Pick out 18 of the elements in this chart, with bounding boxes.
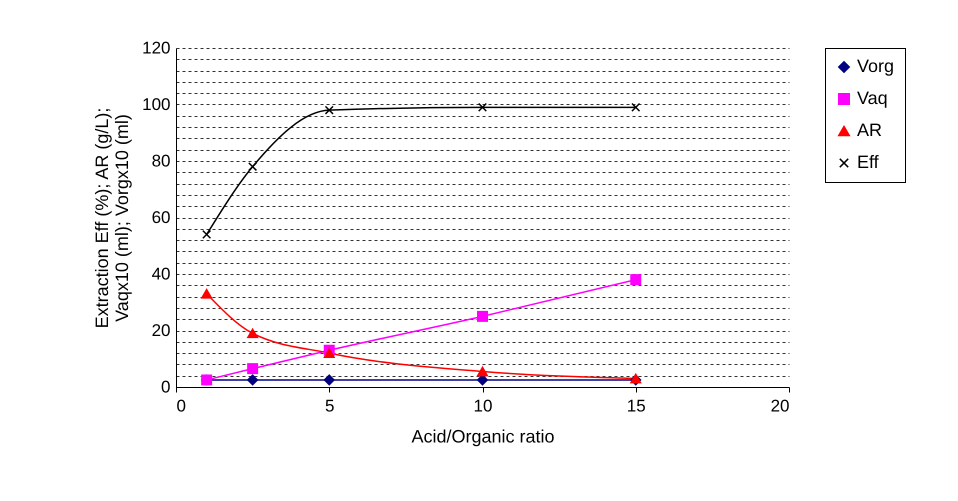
- y-tick-label: 20: [152, 321, 170, 340]
- y-tick-label: 60: [152, 208, 170, 227]
- legend-label: Vorg: [857, 56, 894, 76]
- x-tick-label: 15: [626, 396, 646, 416]
- legend-label: Vaq: [857, 88, 888, 108]
- x-axis-title: Acid/Organic ratio: [411, 426, 555, 446]
- x-tick-label: 5: [325, 396, 334, 416]
- legend-label: Eff: [857, 152, 880, 172]
- y-tick-label: 100: [142, 95, 170, 114]
- x-tick-label: 20: [770, 396, 790, 416]
- x-tick-label: 10: [474, 396, 492, 416]
- y-tick-label: 80: [152, 152, 170, 170]
- x-tick-label: 0: [176, 396, 186, 416]
- y-tick-label: 0: [161, 378, 170, 396]
- y-axis-title: Extraction Eff (%); AR (g/L); Vaqx10 (ml); Vorgx10 (ml): [92, 108, 132, 328]
- y-tick-label: 120: [142, 38, 170, 58]
- legend-label: AR: [857, 120, 882, 140]
- y-tick-label: 40: [152, 264, 170, 284]
